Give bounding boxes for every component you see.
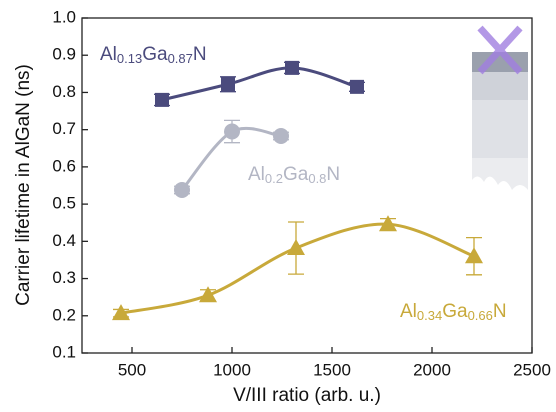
marker <box>379 215 397 232</box>
x-tick-label: 2500 <box>513 360 551 379</box>
y-tick-label: 0.3 <box>52 268 76 287</box>
fit-line <box>120 222 475 315</box>
y-tick-label: 0.2 <box>52 305 76 324</box>
y-tick-label: 0.5 <box>52 194 76 213</box>
y-tick-label: 0.6 <box>52 156 76 175</box>
series-label: Al0.2Ga0.8N <box>248 164 340 186</box>
marker <box>350 79 364 94</box>
marker <box>287 239 305 256</box>
marker <box>465 247 483 264</box>
series-label: Al0.13Ga0.87N <box>100 44 207 66</box>
y-tick-label: 0.1 <box>52 342 76 361</box>
x-tick-label: 1500 <box>313 360 351 379</box>
marker <box>155 92 169 107</box>
marker <box>221 77 235 92</box>
marker <box>285 60 299 75</box>
x-tick-label: 1000 <box>213 360 251 379</box>
marker <box>224 123 240 140</box>
marker <box>273 127 289 144</box>
series-label: Al0.34Ga0.66N <box>400 301 507 323</box>
inset-icon <box>472 25 528 190</box>
x-axis-label: V/III ratio (arb. u.) <box>233 385 381 406</box>
x-tick-label: 2000 <box>413 360 451 379</box>
plot-frame <box>81 17 533 354</box>
marker <box>199 286 217 303</box>
marker <box>174 181 190 198</box>
y-axis-label: Carrier lifetime in AlGaN (ns) <box>13 64 34 306</box>
y-tick-label: 0.8 <box>52 82 76 101</box>
x-tick-label: 500 <box>118 360 146 379</box>
marker <box>112 304 130 321</box>
y-tick-label: 1.0 <box>52 7 76 26</box>
fit-line <box>161 66 358 102</box>
y-tick-label: 0.7 <box>52 119 76 138</box>
y-tick-label: 0.4 <box>52 231 76 250</box>
y-tick-label: 0.9 <box>52 45 76 64</box>
